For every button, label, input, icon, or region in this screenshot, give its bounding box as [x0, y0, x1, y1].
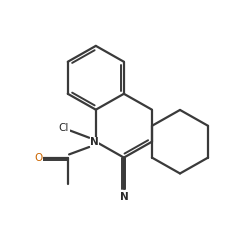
Text: Cl: Cl — [58, 124, 69, 134]
Text: O: O — [34, 153, 42, 163]
Text: N: N — [119, 192, 128, 202]
Text: N: N — [90, 137, 99, 147]
